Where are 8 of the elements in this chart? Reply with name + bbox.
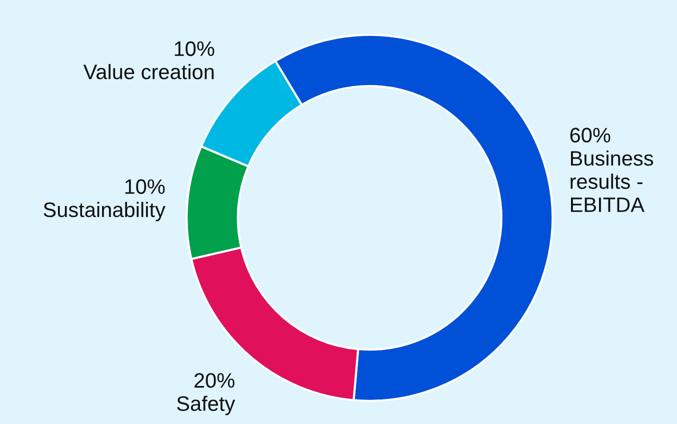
slice-label: Safety [177, 396, 236, 416]
slice-label: Sustainability [44, 202, 166, 222]
slice-label: Value creation [83, 64, 214, 80]
data-label: 20% [194, 373, 234, 388]
data-label: 10% [174, 41, 214, 56]
data-label: 60% [570, 128, 610, 143]
data-label: 10% [125, 179, 165, 194]
slice-label: Business results - EBITDA [570, 150, 654, 212]
